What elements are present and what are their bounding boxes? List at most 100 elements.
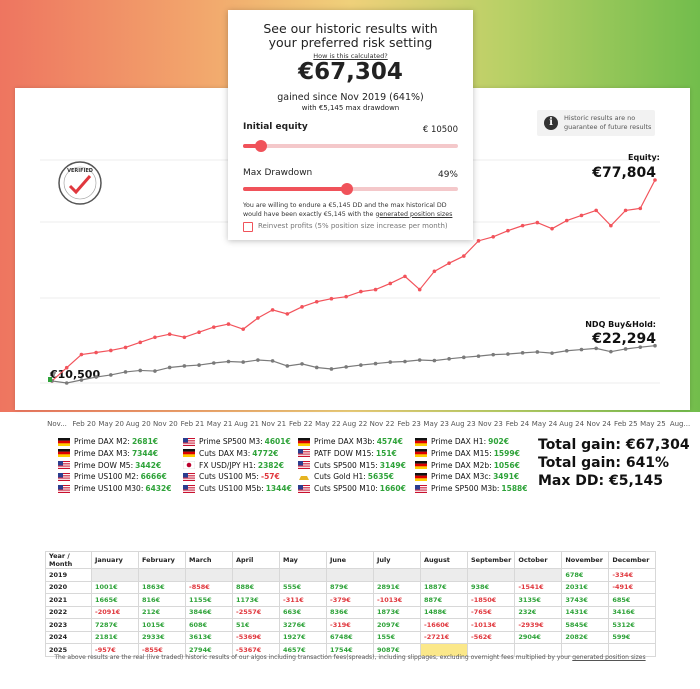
strategy-name: Cuts SP500 M10:	[314, 484, 378, 494]
result-cell: 3135€	[514, 593, 563, 607]
result-cell: 2181€	[91, 630, 139, 644]
flag-stripe	[58, 437, 70, 441]
flag-stripe	[415, 463, 427, 467]
flag-stripe	[415, 488, 427, 490]
series-point	[153, 335, 157, 340]
table-row: 2025 -957€ -855€ 2794€ -5367€ 4657€ 1754€ 9087€	[45, 643, 657, 657]
flag-stripe	[298, 485, 310, 487]
result-cell: -319€	[326, 618, 374, 632]
flag-stripe	[415, 449, 427, 453]
empty-cell	[420, 568, 468, 582]
result-cell: 1001€	[91, 580, 139, 594]
series-point	[359, 363, 363, 367]
result-cell: -858€	[185, 580, 233, 594]
x-tick-label: May 20	[98, 420, 124, 428]
reinvest-checkbox[interactable]	[243, 222, 253, 232]
result-cell: 1927€	[279, 630, 327, 644]
header-cell: April	[232, 551, 280, 569]
series-point	[638, 206, 643, 211]
year-cell: 2023	[45, 618, 92, 632]
series-point	[109, 373, 113, 377]
result-cell: 155€	[373, 630, 421, 644]
result-cell: 5845€	[561, 618, 610, 632]
table-row: 2021 1665€ 816€ 1155€ 1173€ -311€ -379€ -1013€ 8…	[45, 593, 657, 607]
result-cell: 2904€	[514, 630, 563, 644]
flag-stripe	[58, 479, 70, 481]
series-line	[51, 345, 656, 384]
series-point	[550, 226, 554, 231]
series-point	[79, 378, 84, 382]
flag-stripe	[415, 491, 427, 493]
equity-slider[interactable]	[243, 140, 458, 152]
series-point	[167, 365, 172, 370]
dd-slider[interactable]	[243, 183, 458, 195]
result-cell: -562€	[466, 630, 516, 644]
year-cell: 2024	[45, 630, 92, 644]
series-point	[182, 335, 187, 340]
series-point	[373, 361, 378, 366]
header-cell: September	[466, 551, 516, 569]
slider-knob[interactable]	[255, 140, 267, 152]
flag	[183, 472, 195, 481]
flag-stripe	[183, 489, 195, 491]
strategy-result: 7344€	[131, 448, 159, 458]
flag-canton	[183, 472, 188, 478]
flag-stripe	[58, 467, 70, 470]
series-point	[123, 345, 128, 350]
position-link[interactable]: generated position sizes	[375, 210, 453, 218]
series-point	[491, 352, 496, 357]
series-point	[550, 351, 554, 355]
flag-stripe	[183, 485, 195, 487]
flag-stripe	[298, 440, 310, 443]
strategy-name: Cuts Gold H1:	[314, 472, 366, 482]
legend-item: Prime DOW M5: 3442€	[58, 461, 161, 470]
flag-stripe	[58, 442, 70, 446]
flag	[183, 449, 195, 458]
table-row: 2022 -2091€ 212€ 3846€ -2557€ 663€ 836€ 1873€ 14…	[45, 605, 657, 619]
x-tick-label: Feb 20	[72, 420, 96, 428]
result-cell: 212€	[138, 605, 186, 619]
series-point	[211, 325, 216, 329]
popup-drawdown: with €5,145 max drawdown	[301, 104, 400, 112]
legend-item: Cuts US100 M5b: 1344€	[183, 484, 292, 493]
footer-link[interactable]: generated position sizes	[572, 654, 646, 661]
flag-stripe	[58, 463, 70, 465]
slider-fill	[243, 144, 261, 148]
header-cell: June	[326, 551, 374, 569]
x-tick-label: Nov 24	[586, 420, 611, 428]
result-cell: -379€	[326, 593, 374, 607]
x-tick-label: Feb 24	[506, 420, 530, 428]
slider-knob[interactable]	[341, 183, 353, 195]
strategy-result: 3149€	[379, 460, 406, 470]
strategy-result: 4574€	[376, 437, 403, 446]
verified-badge: VERIFIED	[58, 161, 102, 205]
monthly-table: Year / Month January February March April May…	[45, 551, 657, 657]
result-cell: -1660€	[420, 618, 468, 632]
flag-canton	[58, 461, 63, 466]
strategy-result: 3442€	[135, 460, 162, 470]
x-tick-label: Aug 22	[343, 420, 368, 428]
series-point	[388, 360, 393, 364]
ndq-name: NDQ Buy&Hold:	[585, 320, 656, 329]
legend-item: Prime DAX H1: 902€	[415, 437, 509, 446]
strategy-name: Prime SP500 M3b:	[431, 484, 500, 494]
series-point	[403, 274, 407, 279]
how-link[interactable]: How is this calculated?	[313, 52, 388, 60]
flag-stripe	[298, 442, 310, 446]
flag-stripe	[298, 488, 310, 490]
strategy-name: Prime DAX M15:	[431, 448, 492, 458]
empty-cell	[514, 568, 563, 582]
flag-stripe	[58, 461, 70, 463]
flag-stripe	[298, 455, 310, 457]
series-point	[329, 296, 334, 301]
dd-value: 49%	[437, 170, 458, 180]
flag-stripe	[298, 464, 310, 466]
series-point	[270, 359, 275, 363]
flag-stripe	[298, 489, 310, 491]
legend-item: Prime DAX M3b: 4574€	[298, 437, 403, 446]
flag-stripe	[415, 472, 427, 476]
header-cell: November	[561, 551, 610, 569]
legend-item: Prime DAX M3: 7344€	[58, 449, 158, 458]
flag-stripe	[183, 491, 195, 493]
